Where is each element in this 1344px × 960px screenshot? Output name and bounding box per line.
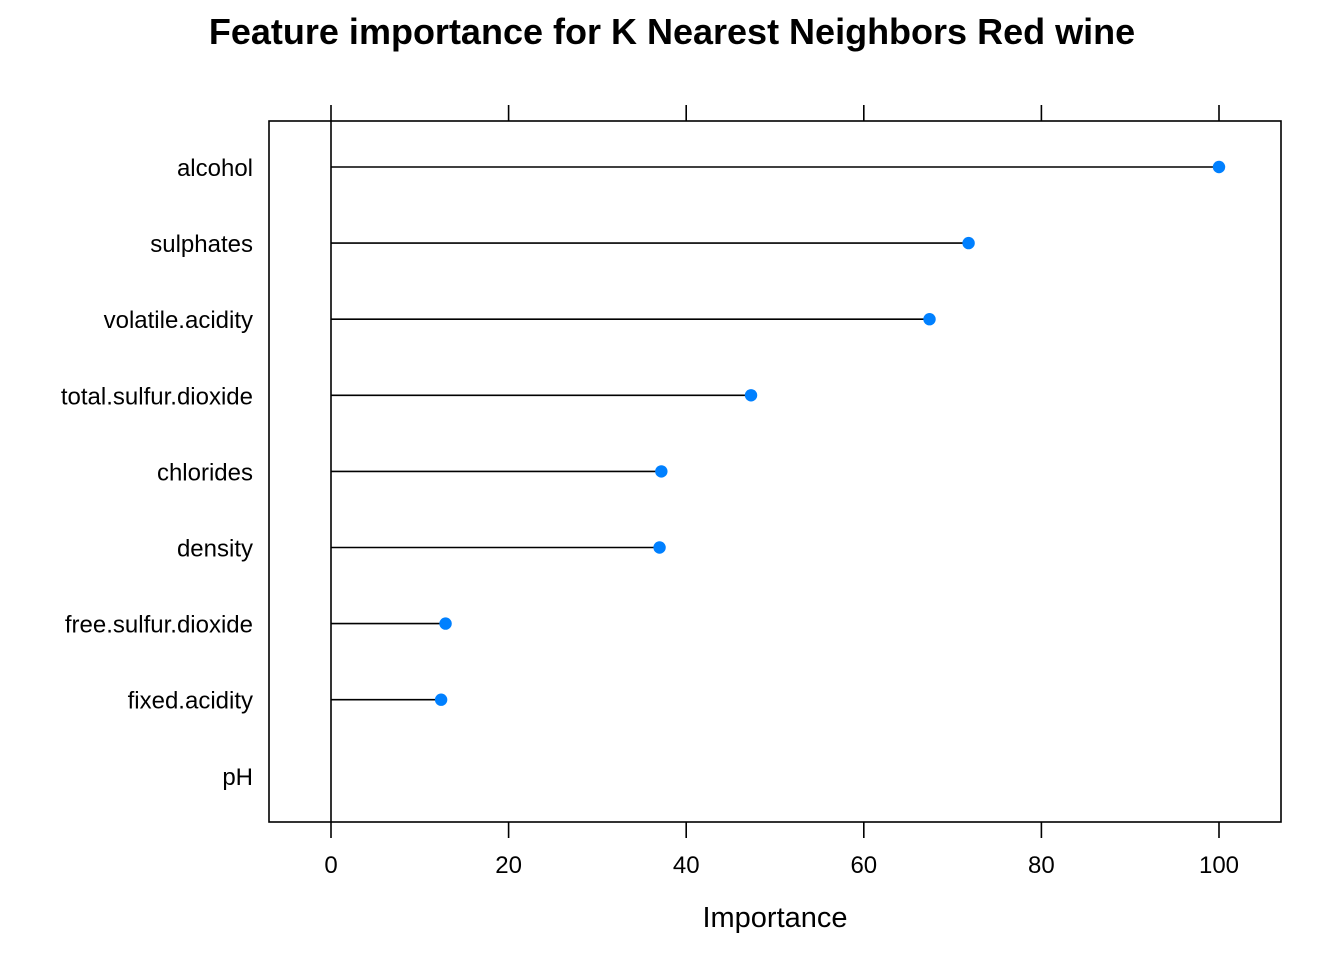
- category-label: sulphates: [150, 231, 253, 258]
- category-label: pH: [222, 764, 253, 791]
- category-label: chlorides: [157, 459, 253, 486]
- importance-point: [653, 541, 666, 554]
- bottom-axis-ticks: [330, 822, 1220, 838]
- x-tick-label: 80: [1028, 852, 1055, 879]
- category-label: total.sulfur.dioxide: [61, 383, 253, 410]
- category-label: density: [177, 536, 253, 563]
- category-label: alcohol: [177, 155, 253, 182]
- category-label: free.sulfur.dioxide: [65, 612, 253, 639]
- x-tick-label: 40: [673, 852, 700, 879]
- x-tick-labels: 0 20 40 60 80 100: [324, 852, 1239, 879]
- x-axis-label: Importance: [702, 902, 847, 934]
- category-label: fixed.acidity: [128, 688, 253, 715]
- x-tick-label: 100: [1199, 852, 1239, 879]
- x-tick-label: 0: [324, 852, 337, 879]
- importance-point: [744, 389, 758, 402]
- importance-point: [434, 693, 448, 706]
- importance-point: [923, 313, 936, 326]
- x-tick-label: 60: [850, 852, 877, 879]
- top-axis-ticks: [330, 105, 1220, 121]
- importance-point: [1212, 160, 1226, 174]
- importance-point: [655, 465, 668, 478]
- importance-point: [439, 617, 452, 630]
- plot-frame: [268, 120, 1282, 823]
- points: [434, 160, 1226, 706]
- chart-title: Feature importance for K Nearest Neighbo…: [209, 11, 1135, 52]
- category-labels: alcohol sulphates volatile.acidity total.su…: [61, 155, 253, 791]
- stems: [331, 166, 1219, 701]
- category-label: volatile.acidity: [104, 307, 253, 334]
- x-tick-label: 20: [495, 852, 522, 879]
- importance-point: [962, 236, 975, 250]
